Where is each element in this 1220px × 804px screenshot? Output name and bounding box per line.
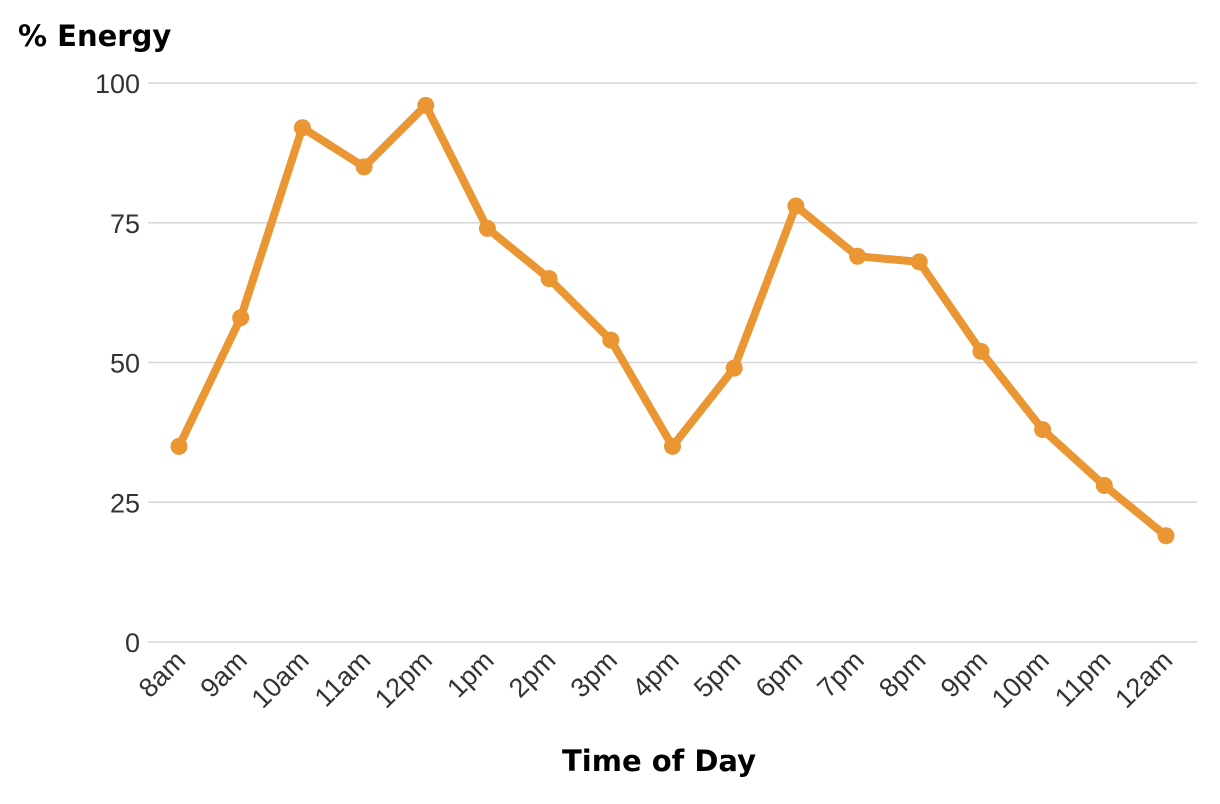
x-tick-label: 11am (309, 645, 377, 713)
x-tick-label: 11pm (1049, 645, 1117, 713)
data-point-8pm (910, 253, 928, 271)
data-point-5pm (725, 359, 743, 377)
x-tick-label: 8am (133, 645, 191, 703)
x-tick-label: 4pm (626, 645, 684, 703)
data-point-1pm (478, 219, 496, 237)
y-tick-label: 0 (125, 628, 140, 658)
x-tick-label: 9am (195, 645, 253, 703)
x-tick-label: 10pm (986, 645, 1055, 714)
x-axis-label: Time of Day (562, 744, 756, 778)
data-point-11am (355, 158, 373, 176)
data-point-12pm (417, 96, 435, 114)
data-point-9am (232, 309, 250, 327)
x-tick-label: 3pm (565, 645, 623, 703)
data-point-9pm (972, 342, 990, 360)
x-tick-label: 5pm (688, 645, 746, 703)
y-tick-label: 25 (110, 488, 140, 518)
series-layer (170, 96, 1175, 545)
y-tick-label: 75 (110, 209, 140, 239)
x-tick-label: 2pm (503, 645, 561, 703)
x-tick-label: 1pm (441, 645, 499, 703)
data-point-7pm (849, 247, 867, 265)
x-tick-label: 12pm (369, 645, 438, 714)
data-point-12am (1157, 527, 1175, 545)
data-point-11pm (1095, 476, 1113, 494)
x-tick-label: 9pm (935, 645, 993, 703)
x-tick-label: 6pm (750, 645, 808, 703)
data-point-3pm (602, 331, 620, 349)
x-tick-label: 12am (1109, 645, 1178, 714)
data-point-4pm (664, 437, 681, 455)
y-tick-label: 100 (95, 69, 140, 99)
y-tick-label: 50 (110, 349, 140, 379)
data-point-10pm (1034, 421, 1052, 439)
x-tick-label: 7pm (811, 645, 869, 703)
x-tick-label: 10am (246, 645, 315, 714)
data-point-6pm (787, 197, 805, 215)
data-point-8am (170, 437, 188, 455)
gridlines (148, 82, 1197, 643)
data-point-10am (293, 119, 311, 137)
data-point-2pm (540, 270, 558, 288)
y-axis-label: % Energy (18, 19, 171, 53)
series-line (175, 101, 1170, 540)
y-axis-ticks: 0 25 50 75 100 (95, 69, 140, 658)
x-tick-label: 8pm (873, 645, 931, 703)
